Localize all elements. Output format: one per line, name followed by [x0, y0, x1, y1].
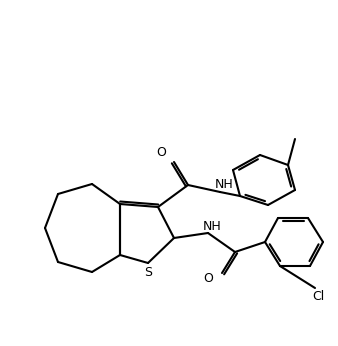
Text: O: O: [203, 272, 213, 284]
Text: NH: NH: [215, 179, 233, 191]
Text: S: S: [144, 265, 152, 279]
Text: NH: NH: [202, 220, 221, 234]
Text: Cl: Cl: [312, 291, 324, 303]
Text: O: O: [156, 146, 166, 158]
